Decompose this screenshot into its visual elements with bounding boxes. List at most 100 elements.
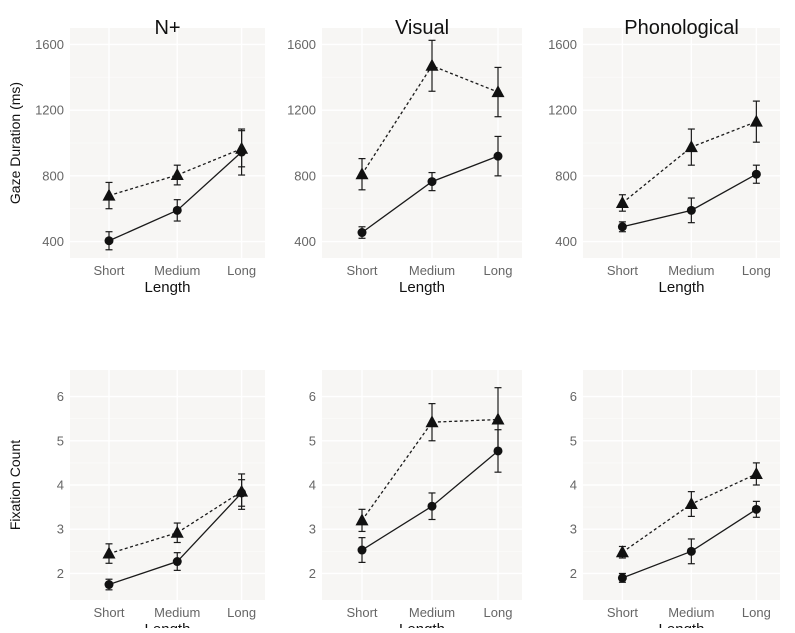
panel-3: 400 800 1200 1600 Short Medium Long Phonologica… xyxy=(548,17,780,296)
y-tick-label: 800 xyxy=(555,168,577,183)
x-tick-label: Short xyxy=(346,263,377,278)
x-axis-label: Length xyxy=(399,279,445,296)
x-axis-label: Length xyxy=(399,621,445,628)
y-tick-label: 1600 xyxy=(548,37,577,52)
triangle-point xyxy=(102,546,116,559)
panel-title: Phonological xyxy=(624,17,739,39)
x-tick-label: Short xyxy=(346,605,377,620)
x-tick-label: Short xyxy=(93,263,124,278)
x-tick-label: Long xyxy=(742,263,771,278)
y-tick-label: 1600 xyxy=(35,37,64,52)
y-tick-label: 6 xyxy=(570,389,577,404)
triangle-point xyxy=(615,545,629,558)
y-tick-label: 4 xyxy=(309,478,316,493)
triangle-point xyxy=(684,497,698,510)
triangle-point xyxy=(749,466,763,479)
circle-point xyxy=(172,557,182,567)
triangle-point xyxy=(355,513,369,526)
triangle-point xyxy=(749,114,763,127)
triangle-point xyxy=(355,167,369,180)
circle-point xyxy=(686,205,696,215)
y-axis-label: Fixation Count xyxy=(7,440,23,530)
circle-point xyxy=(427,501,437,511)
panel-title: Visual xyxy=(395,17,449,39)
y-tick-label: 3 xyxy=(57,522,64,537)
x-tick-label: Long xyxy=(742,605,771,620)
y-tick-label: 4 xyxy=(57,478,64,493)
circle-point xyxy=(104,236,114,246)
triangle-point xyxy=(491,412,505,425)
circle-point xyxy=(686,546,696,556)
y-tick-label: 4 xyxy=(570,478,577,493)
y-tick-label: 1200 xyxy=(287,103,316,118)
x-tick-label: Short xyxy=(607,605,638,620)
circle-point xyxy=(617,573,627,583)
y-tick-label: 6 xyxy=(57,389,64,404)
x-axis-label: Length xyxy=(145,621,191,628)
triangle-point xyxy=(170,525,184,538)
y-tick-label: 6 xyxy=(309,389,316,404)
y-tick-label: 2 xyxy=(570,566,577,581)
x-axis-label: Length xyxy=(659,621,705,628)
y-tick-label: 3 xyxy=(570,522,577,537)
series-line-triangle xyxy=(108,491,242,555)
circle-point xyxy=(617,222,627,232)
circle-point xyxy=(751,169,761,179)
y-tick-label: 800 xyxy=(42,168,64,183)
circle-point xyxy=(493,151,503,161)
y-tick-label: 400 xyxy=(294,234,316,249)
x-tick-label: Long xyxy=(227,605,256,620)
triangle-point xyxy=(684,140,698,153)
x-tick-label: Medium xyxy=(154,605,200,620)
y-tick-label: 400 xyxy=(42,234,64,249)
x-tick-label: Medium xyxy=(668,263,714,278)
panel-2: 400 800 1200 1600 Short Medium Long Visual Lengt… xyxy=(287,17,522,296)
triangle-point xyxy=(491,85,505,98)
triangle-point xyxy=(615,195,629,208)
y-tick-label: 800 xyxy=(294,168,316,183)
x-axis-label: Length xyxy=(659,279,705,296)
x-axis-label: Length xyxy=(145,279,191,296)
panel-6: 2 3 4 5 6 Short Medium Long Length xyxy=(570,370,780,633)
y-tick-label: 2 xyxy=(57,566,64,581)
x-tick-label: Short xyxy=(607,263,638,278)
circle-point xyxy=(104,580,114,590)
triangle-point xyxy=(102,188,116,201)
y-tick-label: 2 xyxy=(309,566,316,581)
y-tick-label: 400 xyxy=(555,234,577,249)
circle-point xyxy=(172,205,182,215)
panel-5: 2 3 4 5 6 Short Medium Long Length xyxy=(309,370,522,633)
y-tick-label: 5 xyxy=(570,433,577,448)
x-tick-label: Long xyxy=(227,263,256,278)
x-tick-label: Medium xyxy=(668,605,714,620)
y-axis-label: Gaze Duration (ms) xyxy=(7,82,23,204)
series-line-triangle xyxy=(361,418,499,521)
circle-point xyxy=(493,446,503,456)
x-tick-label: Long xyxy=(484,605,513,620)
circle-point xyxy=(237,488,247,498)
y-tick-label: 3 xyxy=(309,522,316,537)
panel-1: 400 800 1200 1600 Short Medium Long N+ Length Gaz… xyxy=(7,17,265,296)
circle-point xyxy=(427,177,437,187)
y-tick-label: 5 xyxy=(57,433,64,448)
x-tick-label: Long xyxy=(484,263,513,278)
circle-point xyxy=(357,228,367,238)
triangle-point xyxy=(425,58,439,71)
y-tick-label: 5 xyxy=(309,433,316,448)
y-tick-label: 1200 xyxy=(35,103,64,118)
circle-point xyxy=(357,545,367,555)
x-tick-label: Medium xyxy=(409,605,455,620)
panel-title: N+ xyxy=(154,17,180,39)
panel-4: 2 3 4 5 6 Short Medium Long Length Fixation Count xyxy=(7,370,265,633)
circle-point xyxy=(237,147,247,157)
series-line-triangle xyxy=(108,148,242,197)
x-tick-label: Medium xyxy=(409,263,455,278)
triangle-point xyxy=(170,168,184,181)
x-tick-label: Medium xyxy=(154,263,200,278)
y-tick-label: 1200 xyxy=(548,103,577,118)
triangle-point xyxy=(425,415,439,428)
circle-point xyxy=(751,504,761,514)
y-tick-label: 1600 xyxy=(287,37,316,52)
